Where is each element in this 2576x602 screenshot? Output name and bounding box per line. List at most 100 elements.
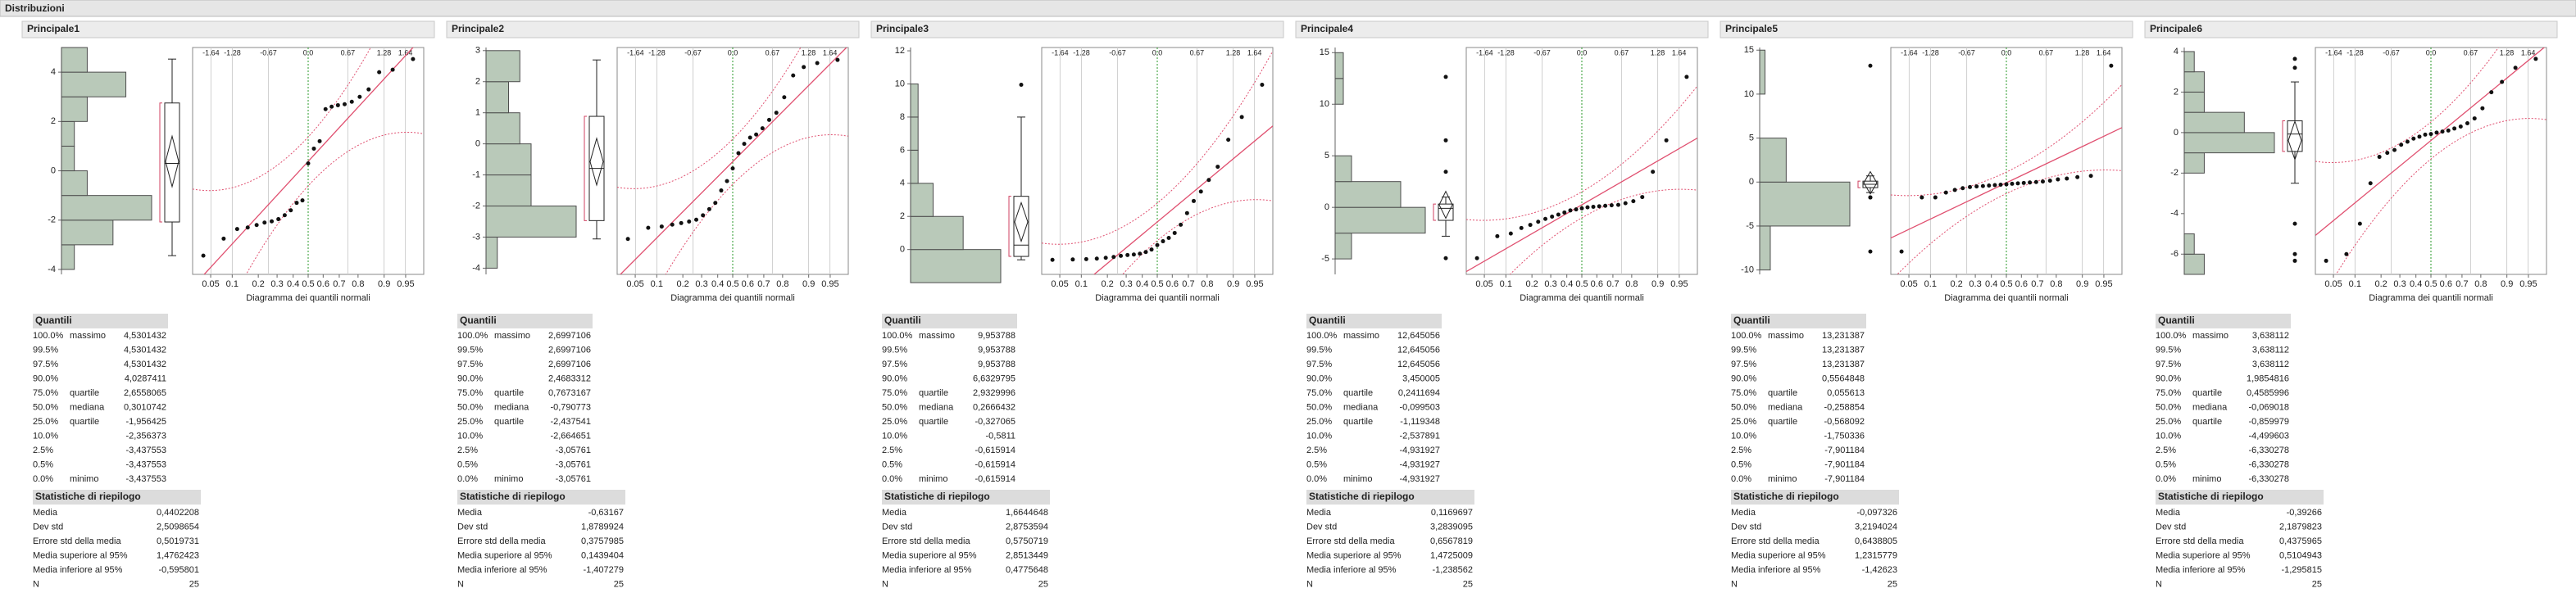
quantile-label: massimo (1343, 331, 1379, 341)
quantile-pct: 90.0% (1731, 373, 1756, 383)
quantile-pct: 99.5% (1306, 345, 1332, 355)
histogram-bar (1334, 206, 1426, 234)
quantile-point (342, 102, 347, 106)
quantile-pct: 2.5% (882, 446, 902, 455)
summary-title: Statistiche di riepilogo (35, 491, 141, 502)
bottom-tick-label: 0.5 (302, 279, 314, 289)
histogram-bar (2183, 91, 2205, 113)
y-tick-label: 8 (900, 112, 905, 122)
qplot-label: Diagramma dei quantili normali (2369, 293, 2493, 303)
y-tick-label: 2 (475, 77, 480, 87)
summary-label: Media (1306, 508, 1332, 518)
bottom-tick-label: 0.95 (2519, 279, 2537, 289)
quantile-point (2480, 106, 2485, 111)
quantile-point (1155, 242, 1160, 247)
quantile-label: massimo (1768, 331, 1804, 341)
quantile-pct: 2.5% (33, 446, 53, 455)
bottom-tick-label: 0.4 (711, 279, 724, 289)
quantile-point (2021, 180, 2026, 185)
y-tick-label: -6 (2170, 249, 2178, 259)
summary-title: Statistiche di riepilogo (460, 491, 566, 502)
summary-label: Media inferiore al 95% (33, 565, 123, 575)
quantile-point (2368, 181, 2373, 186)
quantile-point (254, 223, 259, 228)
y-tick-label: 5 (1749, 133, 1754, 143)
quantile-pct: 90.0% (2156, 373, 2181, 383)
quantile-value: 9,953788 (978, 345, 1015, 355)
quantile-pct: 50.0% (882, 402, 907, 412)
histogram-bar (61, 71, 127, 97)
quantiles-header (2156, 314, 2291, 328)
top-tick-label: 0.0 (1577, 48, 1588, 57)
quantile-pct: 75.0% (457, 388, 483, 398)
quantile-label: quartile (494, 417, 524, 427)
qplot-label: Diagramma dei quantili normali (1944, 293, 2069, 303)
bottom-tick-label: 0.9 (378, 279, 390, 289)
quantile-value: -7,901184 (1824, 446, 1865, 455)
summary-value: 1,2315779 (1855, 550, 1897, 560)
quantile-value: -3,437553 (125, 459, 166, 469)
shortest-half-bracket (584, 115, 587, 221)
bottom-tick-label: 0.8 (352, 279, 364, 289)
quantile-point (687, 219, 692, 224)
quantile-point (2500, 79, 2505, 84)
quantile-point (1206, 178, 1211, 183)
box (1013, 196, 1029, 257)
quantile-point (282, 213, 287, 218)
quantile-point (2385, 151, 2390, 156)
quantile-value: -1,119348 (1400, 417, 1440, 427)
quantile-value: 12,645056 (1397, 345, 1440, 355)
y-tick-label: 0 (51, 165, 56, 175)
top-tick-label: 0.67 (2464, 48, 2478, 57)
summary-value: 3,2194024 (1855, 522, 1897, 532)
summary-header (457, 490, 625, 505)
top-tick-label: 1.28 (2075, 48, 2090, 57)
quantile-label: mediana (70, 402, 105, 412)
y-tick-label: -2 (472, 201, 480, 210)
quantile-pct: 2.5% (2156, 446, 2176, 455)
quantile-pct: 50.0% (33, 402, 58, 412)
bottom-tick-label: 0.6 (1166, 279, 1179, 289)
quantile-pct: 75.0% (33, 388, 58, 398)
quantile-point (2377, 155, 2382, 160)
quantile-pct: 0.0% (457, 474, 478, 484)
summary-value: -1,238562 (1432, 565, 1473, 575)
quantile-point (1591, 205, 1596, 210)
quantile-point (742, 142, 747, 147)
quantile-point (1585, 205, 1590, 210)
quantile-point (357, 94, 362, 99)
bottom-tick-label: 0.6 (742, 279, 754, 289)
quantile-point (1131, 252, 1136, 257)
summary-value: 1,4725009 (1430, 550, 1473, 560)
quantile-label: mediana (919, 402, 954, 412)
quantile-label: minimo (494, 474, 523, 484)
summary-value: 0,4775648 (1006, 565, 1048, 575)
quantile-point (2446, 128, 2451, 133)
summary-value: 2,1879823 (2279, 522, 2322, 532)
summary-value: -0,39266 (2287, 508, 2322, 518)
summary-label: Dev std (33, 522, 63, 532)
quantile-point (760, 126, 765, 131)
histogram-bar (485, 143, 532, 176)
bottom-tick-label: 0.8 (1201, 279, 1213, 289)
quantile-value: 0,3010742 (124, 402, 166, 412)
quantile-point (1474, 256, 1479, 260)
quantile-value: 2,6558065 (124, 388, 166, 398)
quantile-pct: 10.0% (2156, 431, 2181, 441)
box-outlier (1443, 256, 1448, 260)
quantile-pct: 75.0% (2156, 388, 2181, 398)
quantile-pct: 50.0% (2156, 402, 2181, 412)
quantile-pct: 90.0% (457, 373, 483, 383)
quantile-value: 4,5301432 (124, 360, 166, 369)
histogram-bar (1759, 138, 1787, 183)
quantile-point (719, 188, 724, 193)
shortest-half-bracket (1008, 196, 1011, 257)
y-tick-label: -4 (48, 265, 56, 274)
bottom-tick-label: 0.4 (1136, 279, 1148, 289)
quantiles-title: Quantili (35, 315, 72, 326)
bottom-tick-label: 0.5 (1575, 279, 1588, 289)
histogram-bar (485, 236, 498, 269)
quantile-label: massimo (70, 331, 106, 341)
